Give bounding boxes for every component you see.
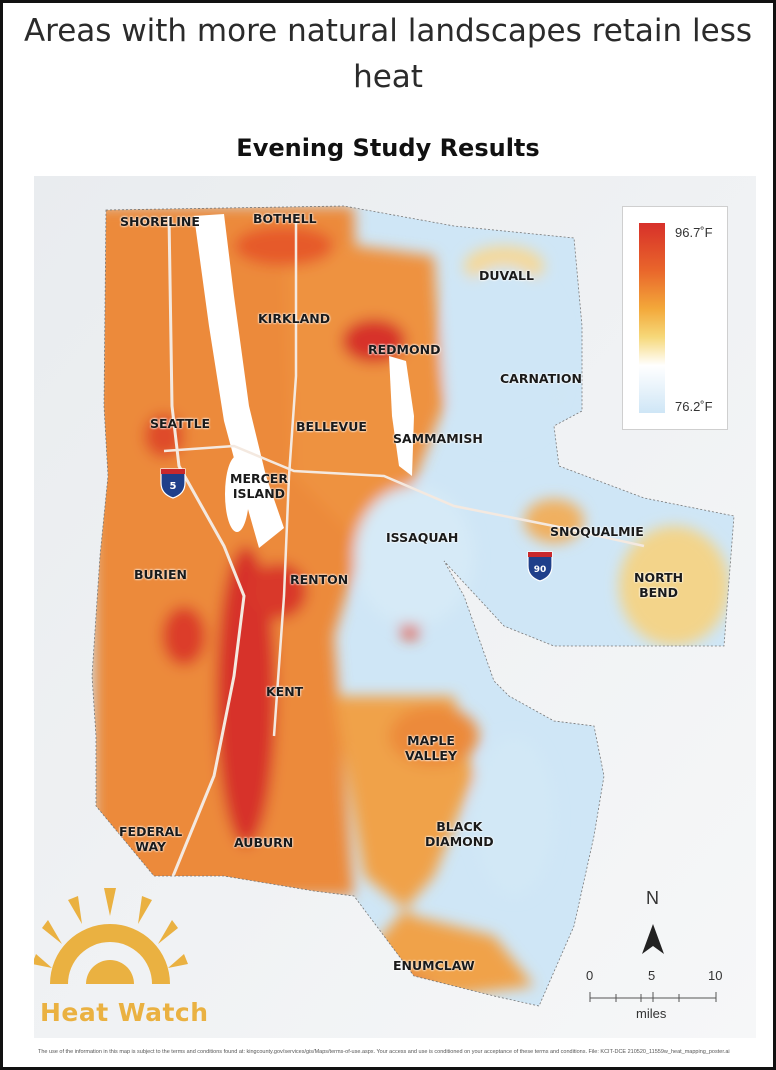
place-label-maple-valley: MAPLE VALLEY <box>405 733 458 763</box>
place-label-sammamish: SAMMAMISH <box>393 431 483 446</box>
legend-min-value: 76.2˚F <box>675 399 713 414</box>
place-label-north-bend: NORTH BEND <box>634 570 684 600</box>
scale-tick-5: 5 <box>648 968 656 983</box>
place-label-snoqualmie: SNOQUALMIE <box>550 524 644 539</box>
place-label-redmond: REDMOND <box>368 342 441 357</box>
north-label: N <box>646 888 659 908</box>
legend-max-value: 96.7˚F <box>675 225 713 240</box>
north-arrow-icon <box>642 924 664 954</box>
interstate-5-shield: 5 <box>160 468 186 499</box>
place-label-burien: BURIEN <box>134 567 187 582</box>
place-label-renton: RENTON <box>290 572 349 587</box>
legend-color-ramp <box>639 223 665 413</box>
place-label-kirkland: KIRKLAND <box>258 311 331 326</box>
i90-number: 90 <box>534 565 547 575</box>
place-label-auburn: AUBURN <box>234 835 294 850</box>
heat-surface <box>92 206 734 1006</box>
place-label-mercer-island: MERCER ISLAND <box>230 471 288 501</box>
place-label-black-diamond: BLACK DIAMOND <box>425 819 494 849</box>
place-label-issaquah: ISSAQUAH <box>386 530 459 545</box>
place-label-seattle: SEATTLE <box>150 416 211 431</box>
scale-bar <box>589 992 717 1002</box>
place-label-federal-way: FEDERAL WAY <box>119 824 183 854</box>
place-label-kent: KENT <box>266 684 304 699</box>
scale-units: miles <box>636 1006 667 1021</box>
disclaimer: The use of the information in this map i… <box>38 1049 730 1055</box>
place-label-carnation: CARNATION <box>500 371 582 386</box>
interstate-90-shield: 90 <box>527 551 553 582</box>
heat-watch-sun-icon <box>34 888 188 984</box>
i5-number: 5 <box>170 481 177 492</box>
headline: Areas with more natural landscapes retai… <box>23 13 753 95</box>
heat-map: 5 90 <box>34 176 756 1038</box>
scale-tick-0: 0 <box>586 968 594 983</box>
heat-watch-logo-text: Heat Watch <box>40 998 209 1027</box>
map-subtitle: Evening Study Results <box>236 134 540 162</box>
place-label-shoreline: SHORELINE <box>120 214 200 229</box>
place-label-bellevue: BELLEVUE <box>296 419 367 434</box>
place-label-enumclaw: ENUMCLAW <box>393 958 475 973</box>
place-label-duvall: DUVALL <box>479 268 534 283</box>
place-label-bothell: BOTHELL <box>253 211 317 226</box>
temperature-legend: 96.7˚F 76.2˚F <box>622 206 728 430</box>
scale-tick-10: 10 <box>708 968 723 983</box>
county-boundary <box>91 205 735 1007</box>
